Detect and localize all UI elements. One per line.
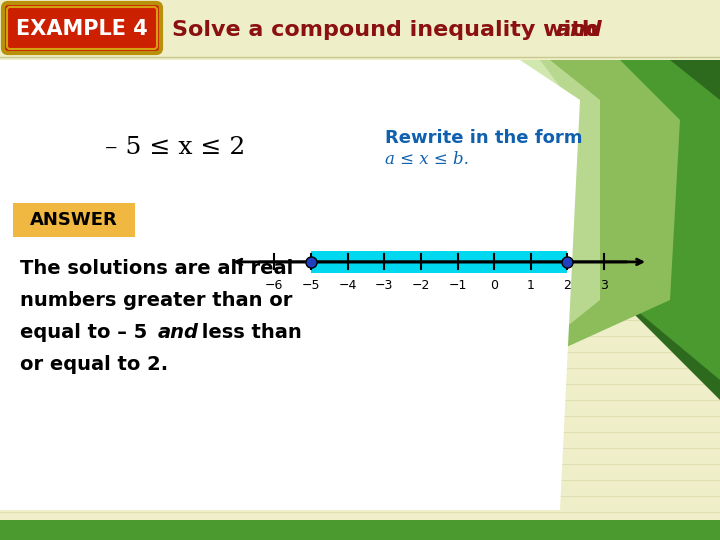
Text: and: and bbox=[158, 322, 199, 341]
Polygon shape bbox=[440, 60, 600, 380]
Polygon shape bbox=[570, 60, 720, 380]
Text: −2: −2 bbox=[412, 279, 430, 292]
Text: less than: less than bbox=[195, 322, 302, 341]
Polygon shape bbox=[620, 60, 720, 400]
Text: ANSWER: ANSWER bbox=[30, 211, 118, 229]
Text: 3: 3 bbox=[600, 279, 608, 292]
Text: −5: −5 bbox=[302, 279, 320, 292]
FancyBboxPatch shape bbox=[3, 3, 161, 53]
Bar bbox=[0, 0, 720, 58]
Polygon shape bbox=[0, 60, 580, 510]
Text: equal to – 5: equal to – 5 bbox=[20, 322, 154, 341]
Text: The solutions are all real: The solutions are all real bbox=[20, 259, 293, 278]
Polygon shape bbox=[490, 60, 680, 350]
Text: a ≤ x ≤ b.: a ≤ x ≤ b. bbox=[385, 152, 469, 168]
Text: 0: 0 bbox=[490, 279, 498, 292]
Text: −4: −4 bbox=[338, 279, 357, 292]
Polygon shape bbox=[0, 520, 720, 540]
Text: EXAMPLE 4: EXAMPLE 4 bbox=[16, 19, 148, 39]
Text: and: and bbox=[556, 20, 603, 40]
Text: – 5 ≤ x ≤ 2: – 5 ≤ x ≤ 2 bbox=[105, 137, 246, 159]
Text: Rewrite in the form: Rewrite in the form bbox=[385, 129, 582, 147]
Text: Solve a compound inequality with: Solve a compound inequality with bbox=[172, 20, 606, 40]
Text: 1: 1 bbox=[527, 279, 535, 292]
Text: or equal to 2.: or equal to 2. bbox=[20, 354, 168, 374]
Text: −3: −3 bbox=[375, 279, 393, 292]
Polygon shape bbox=[380, 60, 570, 430]
Text: −1: −1 bbox=[449, 279, 467, 292]
FancyBboxPatch shape bbox=[13, 203, 135, 237]
Text: −6: −6 bbox=[265, 279, 284, 292]
Text: numbers greater than or: numbers greater than or bbox=[20, 291, 292, 309]
Text: 2: 2 bbox=[564, 279, 572, 292]
